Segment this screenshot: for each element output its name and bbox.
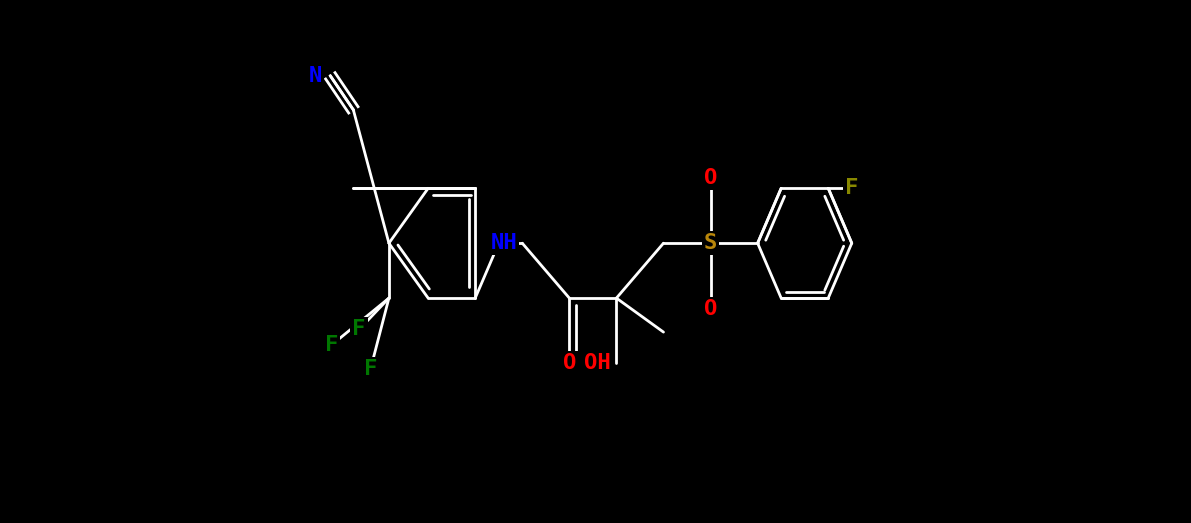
Text: F: F [846,178,859,198]
Text: O: O [704,168,717,188]
Text: F: F [353,320,366,339]
Text: F: F [364,359,378,379]
Text: S: S [704,233,717,253]
Text: O: O [704,299,717,319]
Text: O: O [562,354,576,373]
Text: N: N [310,66,323,86]
Text: OH: OH [585,354,611,373]
Text: F: F [325,335,338,355]
Text: NH: NH [491,233,517,253]
